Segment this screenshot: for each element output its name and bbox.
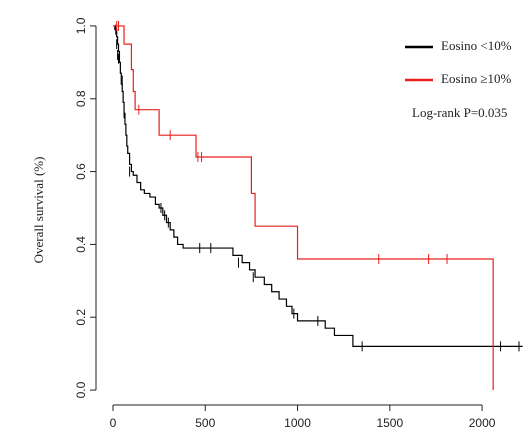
- survival-curve: [112, 25, 494, 391]
- x-tick-label: 0: [110, 416, 117, 430]
- y-tick-label: 0.0: [74, 381, 88, 398]
- y-axis-label: Overall survival (%): [31, 157, 46, 264]
- annotation: Log-rank P=0.035: [412, 105, 507, 120]
- legend-label: Eosino ≥10%: [441, 71, 511, 86]
- x-tick-label: 1000: [284, 416, 311, 430]
- x-tick-label: 2000: [469, 416, 496, 430]
- y-tick-label: 1.0: [74, 17, 88, 34]
- survival-curve: [112, 25, 523, 347]
- legend-label: Eosino <10%: [441, 38, 512, 53]
- y-tick-label: 0.8: [74, 90, 88, 107]
- y-tick-label: 0.4: [74, 236, 88, 253]
- y-tick-label: 0.2: [74, 309, 88, 326]
- x-tick-label: 1500: [376, 416, 403, 430]
- y-tick-label: 0.6: [74, 163, 88, 180]
- x-tick-label: 500: [195, 416, 215, 430]
